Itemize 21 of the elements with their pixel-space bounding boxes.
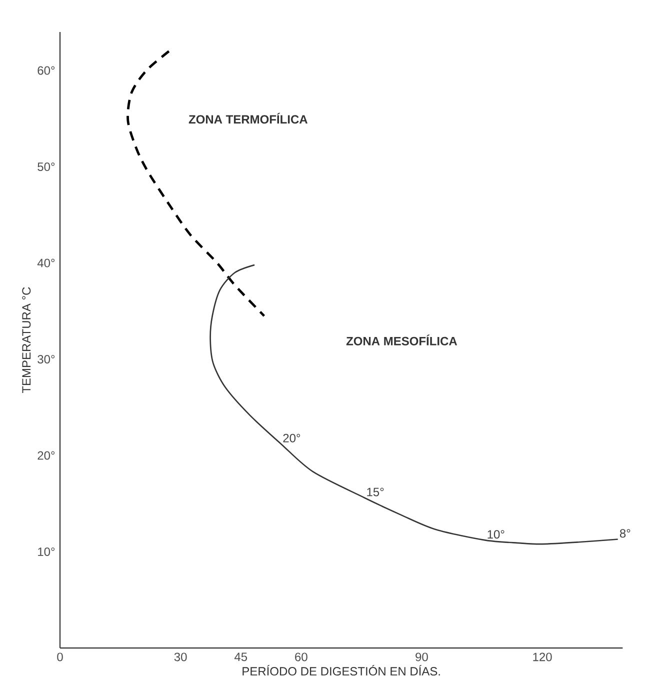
annotation: ZONA TERMOFÍLICA bbox=[188, 112, 308, 124]
x-tick-label: 60 bbox=[295, 652, 308, 662]
x-tick-label: 45 bbox=[234, 652, 248, 662]
annotation: 20° bbox=[283, 434, 300, 442]
y-tick-label: 30° bbox=[38, 354, 55, 364]
x-tick-label: 30 bbox=[174, 652, 187, 662]
annotation: ZONA MESOFÍLICA bbox=[346, 334, 458, 346]
x-tick-label: 0 bbox=[57, 652, 63, 662]
annotation: 8° bbox=[620, 529, 630, 538]
x-axis-title: PERÍODO DE DIGESTIÓN EN DÍAS. bbox=[242, 665, 440, 676]
x-tick-label: 120 bbox=[533, 652, 552, 662]
y-tick-label: 50° bbox=[38, 162, 55, 172]
y-axis-title: TEMPERATURA °C bbox=[22, 287, 31, 394]
x-tick-label: 90 bbox=[416, 652, 428, 662]
y-tick-label: 10° bbox=[38, 547, 55, 556]
annotation: 10° bbox=[488, 530, 504, 539]
y-tick-label: 20° bbox=[38, 451, 55, 460]
y-tick-label: 40° bbox=[37, 258, 55, 268]
annotation: 15° bbox=[367, 488, 384, 496]
y-tick-label: 60° bbox=[38, 66, 55, 75]
line-series bbox=[210, 264, 619, 545]
